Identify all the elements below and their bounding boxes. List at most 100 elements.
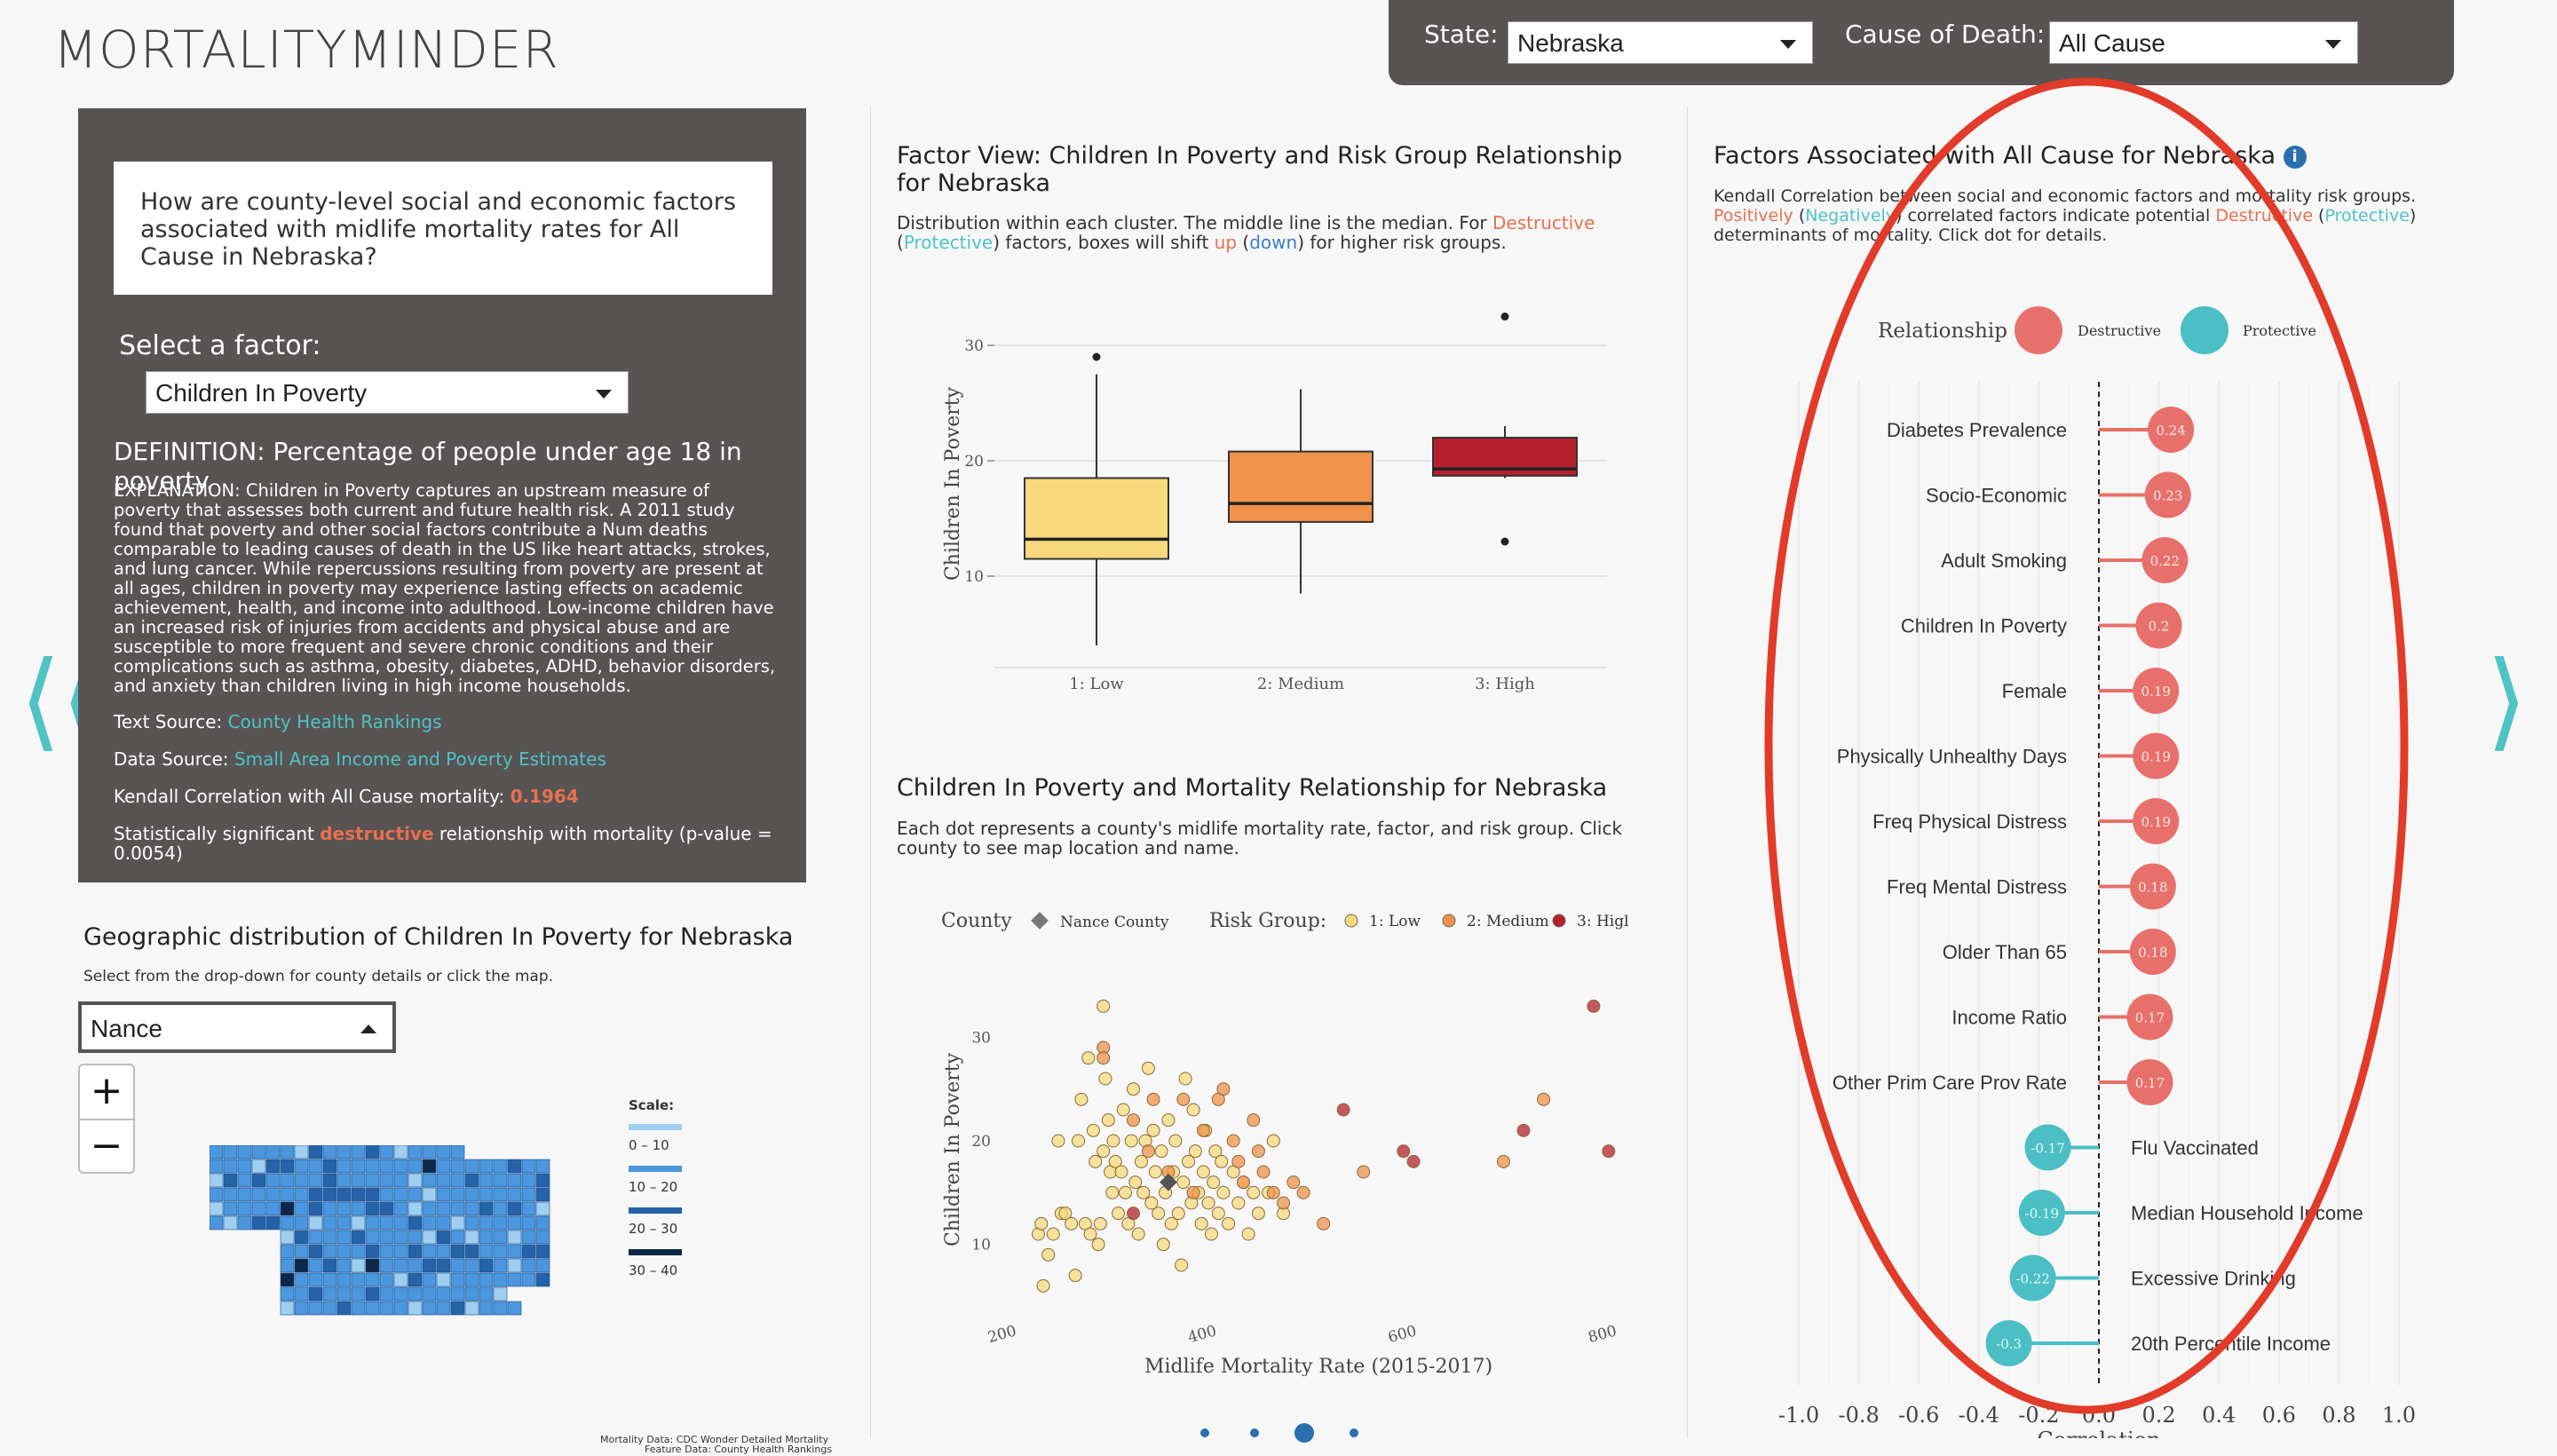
low-risk-point: [1135, 1154, 1149, 1168]
low-risk-point: [1124, 1134, 1138, 1148]
low-risk-point: [1118, 1185, 1132, 1199]
cause-dropdown[interactable]: All Cause: [2049, 21, 2358, 64]
county-shape: [322, 1258, 337, 1273]
county-shape: [464, 1301, 479, 1316]
county-shape: [223, 1159, 238, 1174]
factor-label: Adult Smoking: [1941, 550, 2067, 572]
next-page-arrow[interactable]: ⟩: [2486, 639, 2528, 763]
low-risk-point: [1154, 1144, 1168, 1159]
county-shape: [408, 1286, 423, 1302]
legend-protective-label: Protective: [2243, 322, 2316, 339]
lollipop-value-label: 0.19: [2141, 814, 2171, 830]
zoom-in-button[interactable]: +: [80, 1065, 133, 1120]
page-dot-1[interactable]: [1200, 1428, 1209, 1437]
scatter-chart[interactable]: County Nance County Risk Group: 1: Low 2: Me…: [923, 897, 1669, 1376]
data-source-link[interactable]: Small Area Income and Poverty Estimates: [234, 748, 606, 770]
county-shape: [408, 1258, 423, 1273]
county-shape: [464, 1201, 479, 1216]
county-shape: [436, 1301, 451, 1316]
cause-label: Cause of Death:: [1845, 20, 2046, 49]
county-shape: [464, 1230, 479, 1245]
column-divider: [1687, 107, 1688, 1438]
scale-swatch: [629, 1166, 682, 1172]
county-shape: [422, 1159, 437, 1174]
county-shape: [464, 1159, 479, 1174]
county-shape: [436, 1272, 451, 1287]
legend-county-value: Nance County: [1060, 914, 1169, 931]
scale-label: 20 – 30: [629, 1221, 678, 1237]
county-shape: [450, 1159, 465, 1174]
low-risk-point: [1146, 1123, 1160, 1137]
county-shape: [507, 1230, 522, 1245]
low-risk-point: [1112, 1207, 1126, 1221]
low-risk-point: [1051, 1134, 1065, 1148]
county-shape: [322, 1230, 337, 1245]
county-dropdown[interactable]: Nance: [78, 1001, 396, 1053]
medium-risk-point: [1096, 1051, 1111, 1065]
county-shape: [450, 1145, 465, 1159]
county-shape: [422, 1173, 437, 1188]
low-risk-point: [1065, 1216, 1079, 1230]
x-tick-label: 1.0: [2382, 1403, 2416, 1428]
low-risk-point: [1096, 999, 1111, 1013]
x-axis-label: Midlife Mortality Rate (2015-2017): [1144, 1356, 1492, 1376]
factor-label: Median Household Income: [2131, 1202, 2363, 1224]
state-dropdown[interactable]: Nebraska: [1508, 21, 1813, 64]
factor-dropdown[interactable]: Children In Poverty: [146, 371, 629, 414]
zoom-out-button[interactable]: −: [90, 1123, 123, 1168]
medium-risk-point: [1216, 1082, 1231, 1096]
legend-item-label: 1: Low: [1369, 913, 1421, 930]
county-shape: [422, 1187, 437, 1202]
cap-mid1: (: [897, 232, 904, 253]
page-dot-3-active[interactable]: [1294, 1423, 1314, 1443]
low-risk-point: [1175, 1258, 1189, 1272]
county-shape: [237, 1201, 252, 1216]
medium-risk-point: [1186, 1185, 1200, 1199]
medium-risk-point: [1277, 1196, 1291, 1210]
county-shape: [507, 1258, 522, 1273]
county-shape: [436, 1230, 451, 1245]
county-shape: [280, 1187, 295, 1202]
boxplot-title: Factor View: Children In Poverty and Ris…: [897, 142, 1623, 197]
county-shape: [280, 1173, 295, 1188]
kendall-label: Kendall Correlation with All Cause morta…: [114, 786, 511, 807]
x-tick-label: 3: High: [1475, 675, 1535, 693]
county-shape: [280, 1201, 295, 1216]
x-tick-label: 600: [1386, 1322, 1419, 1347]
text-source-link[interactable]: County Health Rankings: [227, 711, 442, 732]
county-shape: [507, 1301, 522, 1316]
page-dot-2[interactable]: [1250, 1428, 1259, 1437]
cap-open: (: [1793, 206, 1806, 226]
nebraska-map[interactable]: [210, 1145, 582, 1332]
county-shape: [336, 1201, 352, 1216]
county-shape: [237, 1187, 252, 1202]
legend-item-label: 2: Medium: [1467, 913, 1549, 930]
kendall-value: 0.1964: [510, 786, 579, 807]
lollipop-chart[interactable]: Relationship Destructive Protective 0.24 Dia…: [1714, 284, 2530, 1438]
county-shape: [422, 1286, 437, 1302]
high-risk-point: [1336, 1103, 1350, 1117]
info-icon[interactable]: i: [2283, 146, 2307, 169]
scale-label: 10 – 20: [629, 1179, 678, 1195]
county-shape: [507, 1215, 522, 1230]
lollipop-dot: [1985, 1320, 2032, 1366]
county-shape: [479, 1286, 494, 1302]
legend-item-label: 3: Higl: [1577, 913, 1629, 930]
low-risk-point: [1086, 1123, 1100, 1137]
county-shape: [479, 1301, 494, 1316]
county-shape: [251, 1173, 266, 1188]
cap-down: down: [1249, 232, 1298, 253]
county-shape: [251, 1145, 266, 1159]
lollipop-value-label: 0.24: [2156, 423, 2185, 439]
county-shape: [351, 1145, 366, 1159]
county-shape: [365, 1301, 380, 1316]
medium-risk-point: [1256, 1165, 1271, 1179]
county-shape: [493, 1230, 508, 1245]
page-dot-4[interactable]: [1350, 1428, 1358, 1437]
county-shape: [521, 1272, 536, 1287]
county-shape: [237, 1173, 252, 1188]
text-source: Text Source: County Health Rankings: [114, 712, 442, 732]
county-shape: [493, 1258, 508, 1273]
low-risk-point: [1036, 1278, 1050, 1293]
factor-label: Freq Mental Distress: [1887, 876, 2067, 898]
